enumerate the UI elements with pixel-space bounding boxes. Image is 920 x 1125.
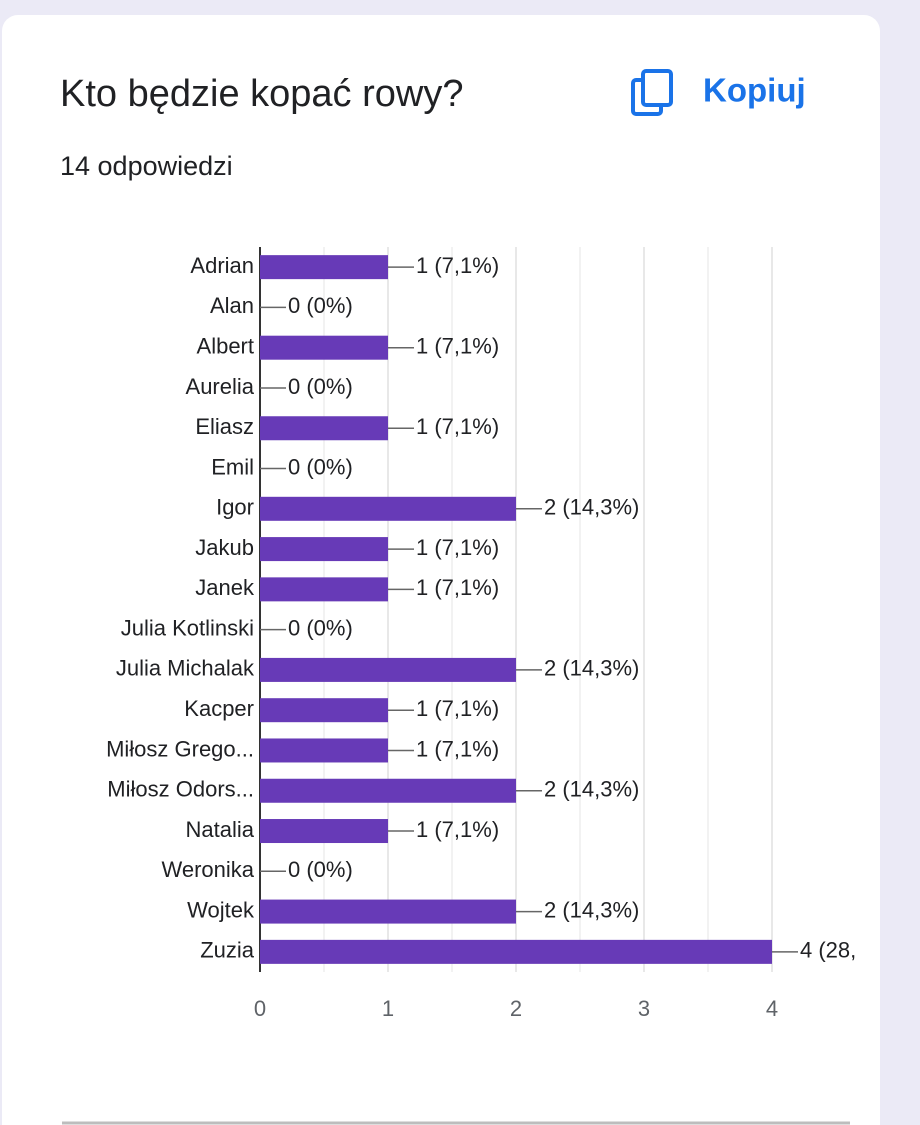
chart: 0 1 2 3 4 Adrian 1 (7,1%) Alan 0 (0%) Albert 1 (7,… (106, 247, 895, 1021)
value-label: 0 (0%) (288, 374, 353, 399)
value-label: 1 (7,1%) (416, 414, 499, 439)
value-label: 0 (0%) (288, 615, 353, 640)
y-tick-label: Emil (211, 454, 254, 479)
value-label: 1 (7,1%) (416, 535, 499, 560)
bar (260, 255, 388, 280)
y-tick-label: Aurelia (186, 374, 255, 399)
value-label: 4 (28,6%) (800, 938, 895, 963)
value-label: 0 (0%) (288, 454, 353, 479)
value-label: 1 (7,1%) (416, 817, 499, 842)
y-tick-label: Julia Kotlinski (121, 615, 254, 640)
value-label: 1 (7,1%) (416, 736, 499, 761)
x-tick-label: 4 (766, 996, 778, 1021)
copy-label: Kopiuj (703, 72, 806, 109)
y-tick-label: Wojtek (187, 897, 255, 922)
value-label: 1 (7,1%) (416, 334, 499, 359)
y-tick-label: Albert (197, 334, 254, 359)
value-label: 1 (7,1%) (416, 575, 499, 600)
bar (260, 657, 516, 682)
value-label: 1 (7,1%) (416, 253, 499, 278)
copy-button[interactable]: Kopiuj (631, 69, 806, 116)
y-tick-label: Janek (195, 575, 255, 600)
bar (260, 496, 516, 521)
bar (260, 577, 388, 602)
bar (260, 899, 516, 924)
bar (260, 738, 388, 763)
value-label: 2 (14,3%) (544, 777, 639, 802)
x-tick-label: 0 (254, 996, 266, 1021)
y-tick-label: Julia Michalak (116, 656, 255, 681)
y-tick-label: Zuzia (200, 938, 255, 963)
x-tick-label: 3 (638, 996, 650, 1021)
y-tick-label: Jakub (195, 535, 254, 560)
bar (260, 778, 516, 803)
x-tick-label: 1 (382, 996, 394, 1021)
y-tick-label: Kacper (184, 696, 254, 721)
y-tick-label: Miłosz Grego... (106, 736, 254, 761)
y-tick-label: Miłosz Odors... (107, 777, 254, 802)
x-tick-label: 2 (510, 996, 522, 1021)
y-tick-label: Alan (210, 293, 254, 318)
y-tick-label: Weronika (161, 857, 254, 882)
card (2, 15, 880, 1125)
value-label: 2 (14,3%) (544, 495, 639, 520)
bar (260, 537, 388, 562)
value-label: 2 (14,3%) (544, 897, 639, 922)
value-label: 0 (0%) (288, 857, 353, 882)
copy-icon-front (641, 69, 673, 107)
value-label: 0 (0%) (288, 293, 353, 318)
value-label: 1 (7,1%) (416, 696, 499, 721)
y-tick-label: Adrian (190, 253, 254, 278)
value-label: 2 (14,3%) (544, 656, 639, 681)
bar (260, 416, 388, 441)
question-title: Kto będzie kopać rowy? (60, 73, 463, 115)
y-tick-label: Eliasz (195, 414, 254, 439)
bar (260, 939, 772, 964)
bar (260, 819, 388, 844)
y-tick-label: Natalia (186, 817, 255, 842)
y-tick-label: Igor (216, 495, 254, 520)
bar (260, 335, 388, 360)
response-count: 14 odpowiedzi (60, 151, 233, 181)
bar (260, 698, 388, 723)
